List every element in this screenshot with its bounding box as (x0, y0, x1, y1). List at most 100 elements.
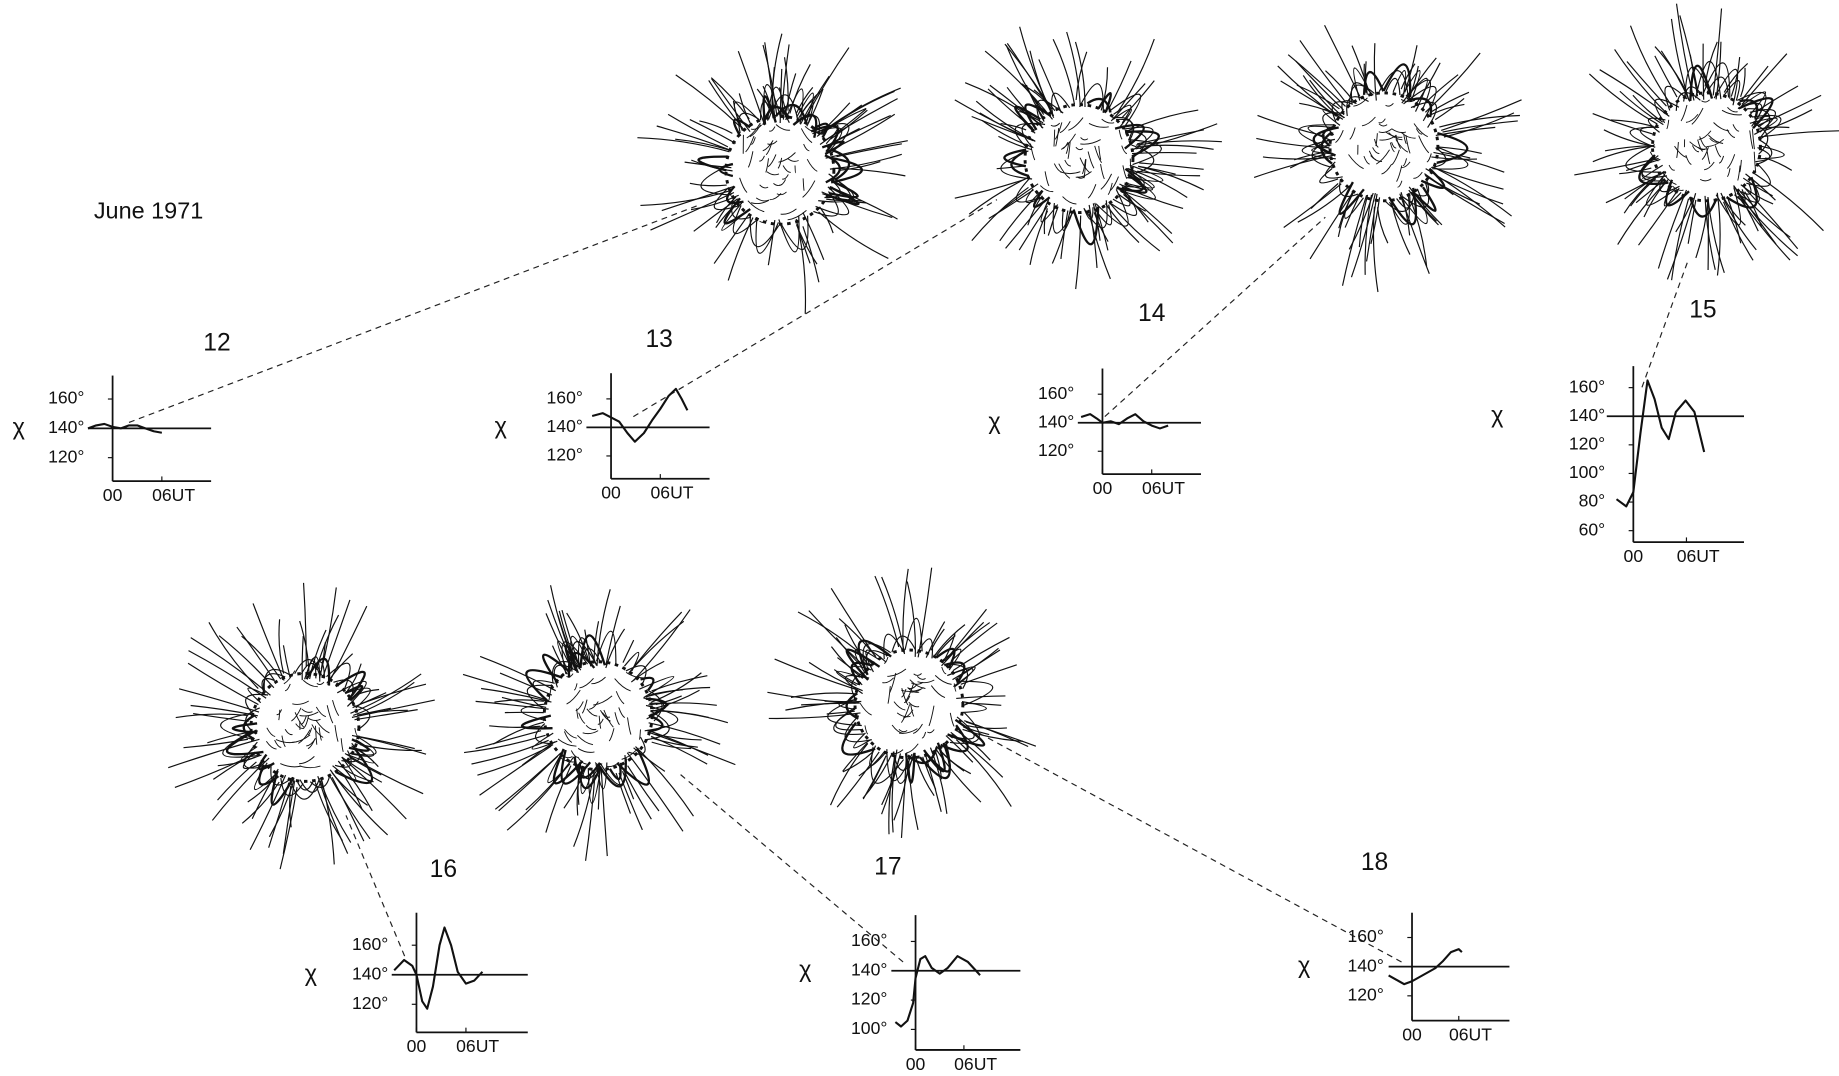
field-line (601, 767, 607, 856)
closed-loop (1340, 182, 1364, 214)
x-tick-label: 06UT (1142, 478, 1185, 498)
disk-line (1686, 155, 1692, 164)
disk-line (950, 713, 954, 727)
disk-line (266, 741, 276, 749)
x-tick-label: 06UT (456, 1036, 499, 1056)
disk-line (740, 178, 747, 193)
disk-line (807, 159, 817, 171)
disk-line (1030, 144, 1034, 160)
disk-line (316, 720, 329, 732)
disk-line (1081, 137, 1088, 139)
disk-line (1065, 160, 1071, 166)
disk-limb (726, 116, 834, 224)
disk-line (276, 740, 297, 743)
field-line (969, 178, 1027, 214)
field-line (499, 756, 558, 811)
disk-line (1406, 135, 1410, 153)
disk-line (604, 710, 613, 727)
disk-line (1398, 181, 1402, 187)
x-tick-label: 00 (103, 485, 123, 505)
disk-line (803, 181, 815, 198)
y-tick-label: 60° (1579, 519, 1606, 539)
page: {"figure_label": "June 1971", "chart_dat… (0, 0, 1839, 1076)
y-axis-label: χ (988, 408, 1001, 434)
disk-line (564, 729, 576, 738)
field-line (1311, 183, 1338, 208)
chart: 17χ100°120°140°160°0006UT (799, 854, 1020, 1074)
y-tick-label: 120° (352, 993, 388, 1013)
field-line (791, 693, 856, 697)
field-line (955, 100, 1025, 137)
disk-line (1376, 150, 1389, 164)
disk-line (577, 735, 593, 744)
field-line (606, 606, 620, 665)
y-tick-label: 120° (1348, 984, 1384, 1004)
disk-line (1669, 165, 1675, 170)
chart-title: 14 (1138, 300, 1165, 327)
field-line (1655, 56, 1677, 97)
field-line (796, 219, 805, 314)
disk-line (1727, 168, 1730, 176)
y-tick-label: 160° (352, 934, 388, 954)
disk-line (1427, 153, 1431, 162)
field-line (956, 740, 1011, 807)
y-tick-label: 120° (1569, 433, 1605, 453)
disk-line (769, 127, 775, 132)
disk-line (1727, 107, 1737, 112)
chart-title: 17 (874, 854, 901, 881)
y-tick-label: 140° (48, 417, 84, 437)
field-line (818, 212, 888, 259)
x-tick-label: 00 (1402, 1025, 1422, 1045)
disk-line (1054, 130, 1055, 147)
chart-title: 13 (645, 326, 672, 353)
disk-line (567, 690, 581, 704)
disk-line (1416, 128, 1422, 134)
disk-line (616, 691, 624, 704)
sun (168, 583, 435, 869)
field-line (1741, 68, 1746, 97)
field-line (1755, 174, 1824, 231)
disk-line (1392, 150, 1399, 165)
disk-line (935, 675, 951, 684)
chart: 18χ120°140°160°0006UT (1298, 849, 1509, 1045)
x-tick-label: 00 (1093, 478, 1113, 498)
disk-line (778, 158, 782, 168)
sun (1574, 4, 1839, 281)
field-line (1436, 169, 1511, 216)
x-tick-label: 00 (601, 483, 621, 503)
disk-line (609, 728, 614, 741)
disk-line (302, 709, 313, 712)
field-line (1284, 184, 1342, 228)
disk-line (1397, 165, 1402, 181)
disk-line (1392, 142, 1397, 148)
field-line (1303, 75, 1339, 117)
disk-line (931, 686, 945, 698)
field-line (980, 113, 1033, 141)
disk-line (777, 192, 787, 195)
field-line (302, 636, 303, 680)
chart-title: 18 (1361, 849, 1388, 876)
disk-line (1348, 154, 1363, 168)
disk-line (1413, 172, 1422, 178)
disk-line (619, 707, 625, 717)
disk-line (795, 166, 796, 173)
disk-line (1335, 130, 1343, 142)
disk-line (327, 705, 333, 723)
field-line (1138, 166, 1203, 190)
disk-line (1690, 142, 1706, 150)
field-line (882, 577, 905, 654)
x-tick-label: 06UT (1677, 546, 1720, 566)
field-line (1110, 203, 1160, 251)
disk-line (942, 667, 946, 674)
disk-line (1088, 152, 1094, 169)
y-tick-label: 120° (851, 989, 887, 1009)
y-tick-label: 80° (1579, 491, 1606, 511)
disk-line (788, 158, 799, 161)
disk-line (888, 686, 890, 704)
field-line (344, 759, 406, 819)
disk-line (1379, 119, 1386, 123)
field-line (1739, 195, 1797, 255)
field-line (690, 183, 727, 185)
data-line (394, 927, 482, 1008)
disk-line (1700, 179, 1711, 181)
